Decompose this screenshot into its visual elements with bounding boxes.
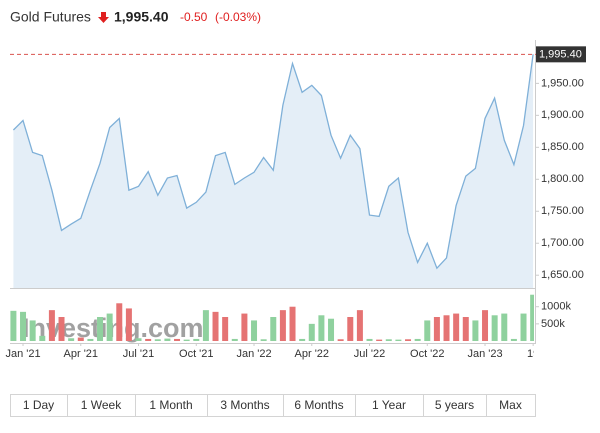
x-tick-label: 19: [527, 348, 539, 360]
range-button-label[interactable]: 1 Week: [81, 398, 122, 412]
volume-bar: [29, 320, 36, 341]
price-line: [12, 54, 534, 270]
y-tick-label: 1,950.00: [541, 77, 584, 89]
volume-bar: [20, 311, 27, 341]
x-tick-label: Oct '22: [410, 348, 445, 360]
x-tick-label: Oct '21: [179, 348, 214, 360]
volume-bar: [453, 313, 460, 341]
volume-bar: [58, 317, 65, 341]
volume-bar: [328, 318, 335, 341]
range-button-label[interactable]: Max: [499, 398, 522, 412]
volume-bar: [414, 338, 421, 341]
volume-bar: [289, 306, 296, 341]
volume-bar: [308, 323, 315, 341]
range-button-label[interactable]: 3 Months: [220, 398, 269, 412]
volume-bar: [279, 310, 286, 341]
volume-bar: [251, 320, 258, 341]
volume-bar: [424, 320, 431, 341]
range-button-label[interactable]: 1 Day: [23, 398, 54, 412]
volume-bar: [491, 315, 498, 341]
volume-bar: [97, 317, 104, 341]
y-tick-label: 1,900.00: [541, 109, 584, 121]
volume-bar: [125, 308, 132, 341]
y-tick-label: 1,650.00: [541, 269, 584, 281]
x-tick-label: Jan '22: [236, 348, 271, 360]
x-tick-label: Apr '21: [64, 348, 99, 360]
header-price: 1,995.40: [114, 9, 169, 25]
volume-bar: [395, 339, 402, 341]
y-tick-label: 1,700.00: [541, 237, 584, 249]
y-tick-label: 1,850.00: [541, 141, 584, 153]
y-tick-label: 500k: [541, 318, 565, 330]
range-button-label[interactable]: 5 years: [435, 398, 474, 412]
volume-bar: [530, 294, 534, 341]
volume-bar: [366, 338, 373, 341]
x-tick-label: Apr '22: [295, 348, 330, 360]
volume-bar: [202, 310, 209, 341]
range-button-label[interactable]: 6 Months: [294, 398, 343, 412]
volume-bar: [183, 339, 190, 341]
volume-bar: [510, 338, 517, 341]
x-tick-label: Jul '21: [123, 348, 154, 360]
volume-bar: [260, 339, 267, 341]
volume-bar: [299, 338, 306, 341]
x-tick-label: Jan '21: [5, 348, 40, 360]
volume-bar: [116, 303, 123, 341]
header-change: -0.50: [180, 10, 208, 24]
instrument-title: Gold Futures: [10, 9, 91, 25]
last-price-label: 1,995.40: [539, 49, 582, 61]
volume-bar: [231, 338, 238, 341]
volume-bar: [135, 338, 142, 341]
volume-bar: [193, 338, 200, 341]
volume-bar: [164, 338, 171, 341]
y-tick-label: 1000k: [541, 301, 571, 313]
volume-bar: [145, 338, 152, 341]
volume-bar: [106, 313, 113, 341]
volume-bar: [356, 310, 363, 341]
range-button-label[interactable]: 1 Year: [372, 398, 406, 412]
volume-bar: [39, 335, 46, 341]
volume-bar: [241, 313, 248, 341]
y-tick-label: 1,800.00: [541, 173, 584, 185]
volume-bar: [405, 339, 412, 341]
range-button-label[interactable]: 1 Month: [149, 398, 192, 412]
plot: Jan '21 Apr '21 Jul '21 Oct '21 Jan '22 Apr '…: [5, 54, 539, 360]
volume-bar: [48, 310, 55, 341]
volume-bar: [501, 313, 508, 341]
volume-bar: [433, 317, 440, 341]
header-change-pct: (-0.03%): [215, 10, 261, 24]
volume-bar: [10, 310, 17, 341]
x-tick-label: Jan '23: [467, 348, 502, 360]
range-button[interactable]: [486, 394, 536, 417]
volume-bar: [347, 317, 354, 341]
volume-bar: [270, 317, 277, 341]
volume-bar: [222, 317, 229, 341]
volume-bar: [87, 338, 94, 341]
volume-bar: [77, 337, 84, 341]
volume-bar: [472, 320, 479, 341]
volume-bar: [337, 339, 344, 341]
volume-bar: [482, 310, 489, 341]
volume-bar: [212, 311, 219, 341]
volume-bar: [462, 317, 469, 341]
down-arrow: [98, 12, 109, 23]
volume-bar: [154, 339, 161, 341]
volume-bar: [385, 339, 392, 341]
volume-bar: [376, 339, 383, 341]
last-price-box: [536, 46, 586, 63]
y-tick-label: 1,750.00: [541, 205, 584, 217]
volume-bar: [318, 315, 325, 341]
volume-bar: [174, 338, 181, 341]
volume-bar: [520, 313, 527, 341]
volume-bar: [443, 315, 450, 341]
x-tick-label: Jul '22: [354, 348, 385, 360]
volume-bar: [68, 338, 75, 341]
